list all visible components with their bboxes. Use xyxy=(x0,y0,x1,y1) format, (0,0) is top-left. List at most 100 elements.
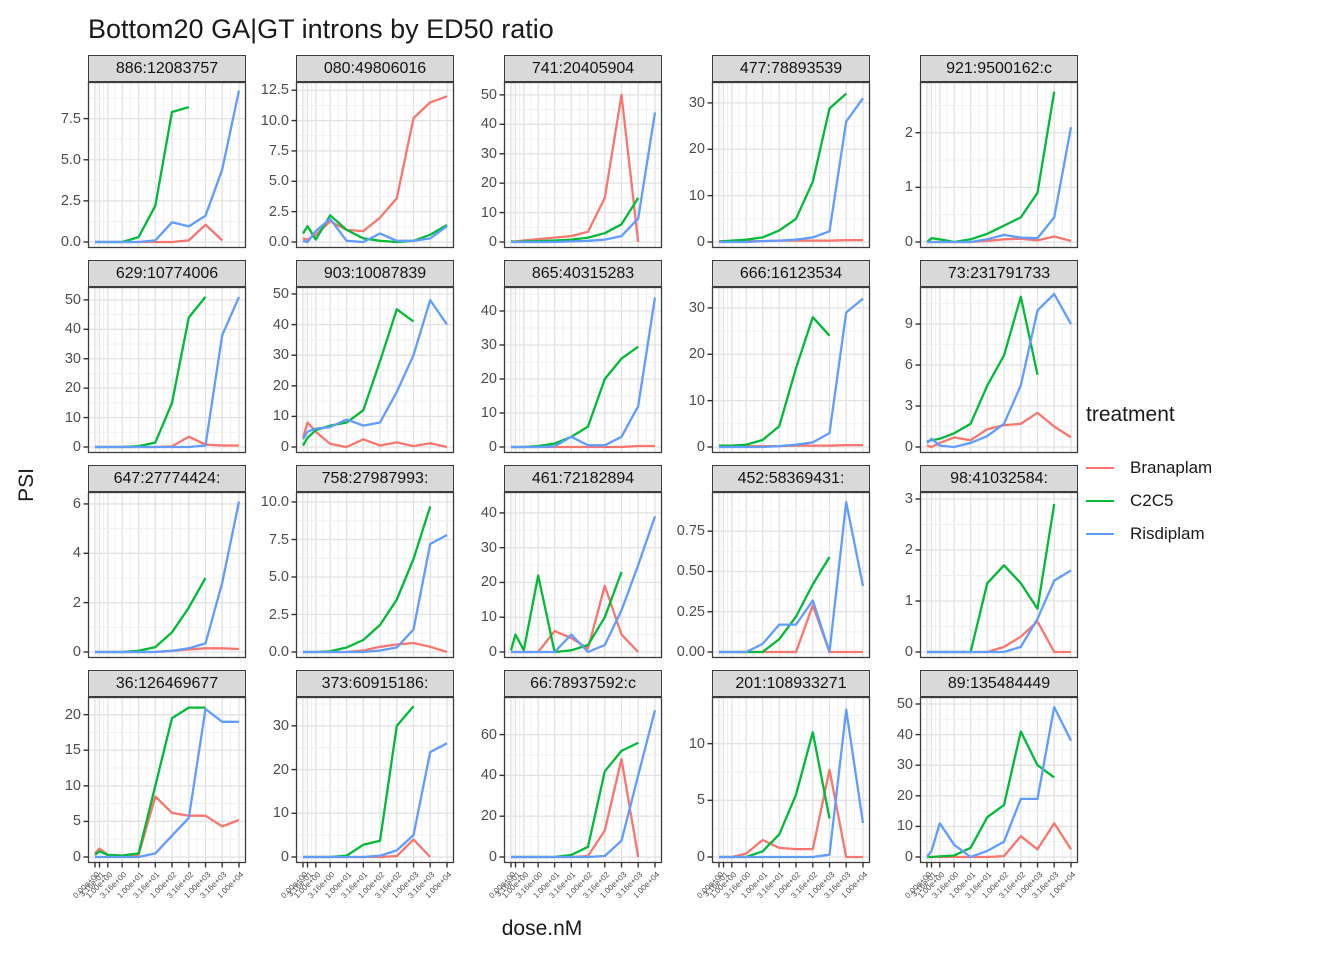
facet-strip: 452:58369431: xyxy=(712,465,870,492)
y-tick-label: 10 xyxy=(64,777,81,794)
series-line-c2c5 xyxy=(94,706,206,857)
y-tick-label: 30 xyxy=(480,145,497,162)
legend-entry-risdiplam: Risdiplam xyxy=(1086,524,1336,544)
facet-strip-label: 629:10774006 xyxy=(115,264,219,282)
facet-cell: 758:27987993: 0.0 2.5 5.0 7.5 10.0 xyxy=(252,465,455,660)
facet-strip: 477:78893539 xyxy=(712,55,870,82)
y-tick-label: 30 xyxy=(480,337,497,353)
series-line-risdiplam xyxy=(302,217,448,244)
series-line-risdiplam xyxy=(719,708,865,859)
facet-panel xyxy=(291,286,455,454)
facet-strip-label: 647:27774424: xyxy=(113,469,221,487)
y-axis: 0 10 20 30 40 50 xyxy=(252,287,296,455)
facet-cell: 886:12083757 0.0 2.5 5.0 7.5 xyxy=(44,55,247,250)
facet-strip: 666:16123534 xyxy=(712,260,870,287)
y-tick-label: 0 xyxy=(488,644,497,660)
facet-strip: 865:40315283 xyxy=(504,260,662,287)
y-tick-label: 0 xyxy=(72,439,81,455)
facet-panel xyxy=(499,696,663,868)
series-line-risdiplam xyxy=(719,97,864,244)
facet-panel xyxy=(707,696,871,868)
chart-title: Bottom20 GA|GT introns by ED50 ratio xyxy=(88,14,554,44)
y-tick-label: 12.5 xyxy=(260,82,289,99)
facet-strip-label: 758:27987993: xyxy=(321,469,429,487)
legend-key-line xyxy=(1086,500,1114,502)
y-tick-label: 40 xyxy=(272,316,289,333)
y-tick-label: 7.5 xyxy=(60,110,81,127)
facet-strip-label: 461:72182894 xyxy=(531,469,635,487)
y-tick-label: 7.5 xyxy=(268,142,289,159)
series-line-risdiplam xyxy=(95,707,239,859)
facet-cell: 647:27774424: 0 2 4 6 xyxy=(44,465,247,659)
facet-panel xyxy=(707,286,871,454)
legend-label: C2C5 xyxy=(1130,491,1174,510)
series-line-risdiplam xyxy=(511,297,657,449)
y-tick-label: 7.5 xyxy=(268,531,289,548)
series-line-c2c5 xyxy=(926,91,1056,244)
facet-strip: 36:126469677 xyxy=(88,670,246,697)
facet-strip-label: 98:41032584: xyxy=(950,469,1048,487)
legend-entry-c2c5: C2C5 xyxy=(1086,491,1336,511)
facet-panel xyxy=(291,491,455,659)
y-tick-label: 6 xyxy=(72,495,81,512)
y-axis: 0 10 20 30 40 50 xyxy=(460,82,504,250)
y-tick-label: 20 xyxy=(64,380,81,397)
facet-cell: 461:72182894 0 10 20 30 40 xyxy=(460,465,663,660)
series-line-risdiplam xyxy=(95,501,241,654)
series-line-risdiplam xyxy=(926,292,1073,449)
y-tick-label: 10 xyxy=(272,408,289,425)
facet-strip-label: 865:40315283 xyxy=(531,264,635,282)
y-tick-label: 5.0 xyxy=(268,569,289,585)
y-axis: 0 10 20 30 40 xyxy=(460,287,504,455)
x-axis-tick-labels: 0.00e+00 3.16e-01 1.00e+00 3.16e+00 1.00e+01… xyxy=(279,863,454,915)
y-tick-label: 0 xyxy=(280,439,289,455)
y-tick-label: 0 xyxy=(488,439,497,455)
x-axis-title: dose.nM xyxy=(501,917,583,940)
facet-strip: 741:20405904 xyxy=(504,55,662,82)
y-tick-label: 50 xyxy=(480,86,497,103)
y-tick-label: 0.0 xyxy=(60,234,81,250)
facet-cell: 66:78937592:c 0 20 40 60 0.00e+00 3.16e-01 1.00… xyxy=(460,670,663,915)
y-tick-label: 10 xyxy=(272,805,289,822)
y-tick-label: 20 xyxy=(272,761,289,778)
y-axis: 0 3 6 9 xyxy=(876,287,920,454)
facet-panel xyxy=(915,491,1079,659)
facet-cell: 201:108933271 0 5 10 0.00e+00 3.16e-01 1.00e+0… xyxy=(668,670,871,915)
y-tick-label: 0 xyxy=(696,849,705,865)
y-axis: 0 1 2 3 xyxy=(876,492,920,660)
facet-panel xyxy=(83,81,247,249)
y-tick-label: 0.00 xyxy=(676,644,705,660)
y-tick-label: 5.0 xyxy=(268,173,289,190)
series-line-risdiplam xyxy=(95,296,241,449)
x-axis-tick-labels: 0.00e+00 3.16e-01 1.00e+00 3.16e+00 1.00e+01… xyxy=(487,863,662,915)
facet-strip: 758:27987993: xyxy=(296,465,454,492)
y-axis: 0 10 20 30 40 50 xyxy=(876,697,920,865)
facet-strip: 903:10087839 xyxy=(296,260,454,287)
series-line-risdiplam xyxy=(926,705,1073,859)
y-tick-label: 5 xyxy=(72,813,81,830)
series-line-risdiplam xyxy=(719,501,865,654)
x-axis-tick-labels: 0.00e+00 3.16e-01 1.00e+00 3.16e+00 1.00e+01… xyxy=(71,863,246,915)
y-axis: 0 10 20 30 xyxy=(668,82,712,250)
facet-strip: 98:41032584: xyxy=(920,465,1078,492)
y-axis: 0 1 2 xyxy=(876,82,920,249)
y-tick-label: 20 xyxy=(688,346,705,363)
facet-panel xyxy=(915,696,1079,868)
y-tick-label: 0 xyxy=(488,234,497,250)
y-tick-label: 0.0 xyxy=(268,644,289,660)
y-axis: 0.0 2.5 5.0 7.5 10.0 12.5 xyxy=(252,82,296,249)
y-tick-label: 6 xyxy=(904,357,913,374)
facet-strip-label: 886:12083757 xyxy=(115,59,219,77)
y-tick-label: 2 xyxy=(904,542,913,558)
y-axis: 0 10 20 30 40 xyxy=(460,492,504,660)
facet-strip-label: 201:108933271 xyxy=(735,674,847,692)
facet-panel xyxy=(499,286,663,454)
facet-strip-label: 666:16123534 xyxy=(739,264,843,282)
y-axis: 0.00 0.25 0.50 0.75 xyxy=(668,492,712,660)
facet-cell: 666:16123534 0 10 20 30 xyxy=(668,260,871,454)
facet-cell: 741:20405904 0 10 20 30 40 50 xyxy=(460,55,663,250)
facet-panel xyxy=(499,81,663,249)
y-tick-label: 20 xyxy=(896,787,913,804)
y-tick-label: 0 xyxy=(72,849,81,865)
y-tick-label: 20 xyxy=(480,574,497,591)
